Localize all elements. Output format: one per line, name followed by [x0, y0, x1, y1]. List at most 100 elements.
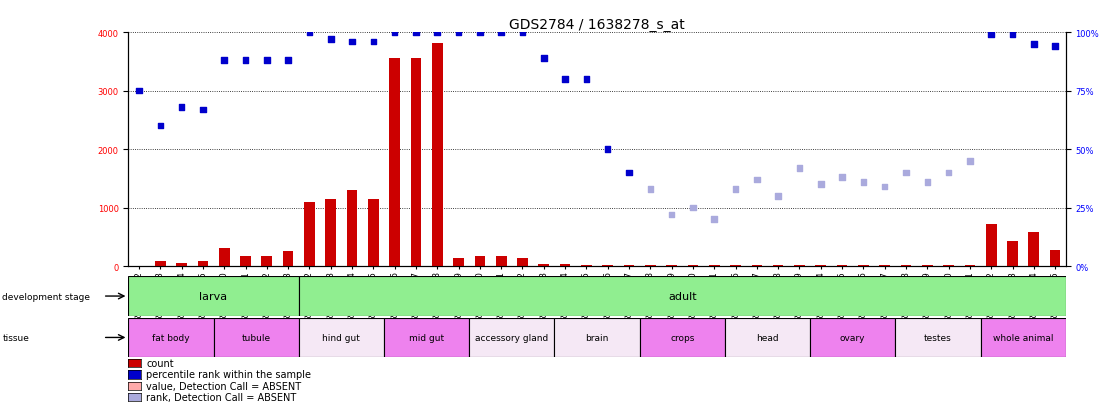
Point — [386, 30, 404, 36]
Bar — [555, 318, 639, 357]
Point — [300, 30, 318, 36]
Bar — [816, 265, 826, 266]
Point — [556, 76, 574, 83]
Point — [577, 76, 595, 83]
Point — [705, 216, 723, 223]
Point — [258, 58, 276, 64]
Text: fat body: fat body — [152, 333, 190, 342]
Point — [407, 30, 425, 36]
Bar — [299, 318, 384, 357]
Bar — [1050, 250, 1060, 266]
Bar — [347, 190, 357, 266]
Bar — [432, 43, 443, 266]
Bar — [922, 265, 933, 266]
Point — [1046, 44, 1064, 50]
Bar — [240, 256, 251, 266]
Bar — [326, 199, 336, 266]
Text: tubule: tubule — [241, 333, 271, 342]
Point — [450, 30, 468, 36]
Text: tissue: tissue — [2, 333, 29, 342]
Bar — [384, 318, 469, 357]
Point — [237, 58, 254, 64]
Text: development stage: development stage — [2, 292, 90, 301]
Text: value, Detection Call = ABSENT: value, Detection Call = ABSENT — [146, 381, 301, 391]
Bar — [624, 265, 634, 266]
Point — [343, 39, 360, 46]
Bar — [128, 318, 213, 357]
Bar — [772, 265, 783, 266]
Bar — [901, 265, 912, 266]
Bar — [496, 256, 507, 266]
Bar — [837, 265, 847, 266]
Point — [642, 186, 660, 193]
Bar — [795, 265, 805, 266]
Bar — [261, 256, 272, 266]
Bar — [155, 262, 165, 266]
Text: brain: brain — [586, 333, 608, 342]
Bar — [964, 265, 975, 266]
Point — [321, 37, 339, 43]
Bar — [943, 265, 954, 266]
Point — [599, 147, 617, 153]
Bar — [581, 265, 591, 266]
Bar — [645, 265, 656, 266]
Bar — [709, 265, 720, 266]
Bar — [128, 277, 299, 316]
Bar — [389, 59, 400, 266]
Bar — [282, 251, 294, 266]
Bar — [1029, 233, 1039, 266]
Point — [492, 30, 510, 36]
Point — [961, 158, 979, 165]
Point — [365, 39, 383, 46]
Point — [152, 123, 170, 130]
Point — [769, 193, 787, 200]
Bar — [730, 265, 741, 266]
Text: percentile rank within the sample: percentile rank within the sample — [146, 370, 311, 380]
Bar — [219, 249, 230, 266]
Point — [279, 58, 297, 64]
Bar — [751, 265, 762, 266]
Point — [684, 205, 702, 211]
Text: accessory gland: accessory gland — [475, 333, 548, 342]
Bar — [539, 264, 549, 266]
Bar — [879, 265, 891, 266]
Point — [513, 30, 531, 36]
Bar — [198, 261, 209, 266]
Point — [748, 177, 766, 183]
Point — [876, 184, 894, 190]
Bar — [176, 263, 187, 266]
Bar — [453, 258, 464, 266]
Point — [897, 170, 915, 176]
Bar — [1007, 241, 1018, 266]
Bar — [985, 224, 997, 266]
Bar — [213, 318, 299, 357]
Bar — [639, 318, 725, 357]
Point — [790, 165, 808, 172]
Text: count: count — [146, 358, 174, 368]
Point — [194, 107, 212, 113]
Bar — [603, 265, 613, 266]
Point — [982, 32, 1000, 39]
Bar — [368, 199, 378, 266]
Text: hind gut: hind gut — [323, 333, 360, 342]
Point — [215, 58, 233, 64]
Point — [918, 179, 936, 186]
Text: larva: larva — [200, 291, 228, 301]
Point — [131, 88, 148, 95]
Point — [811, 181, 829, 188]
Bar — [560, 264, 570, 266]
Point — [535, 55, 552, 62]
Point — [940, 170, 958, 176]
Text: head: head — [757, 333, 779, 342]
Bar — [474, 256, 485, 266]
Point — [471, 30, 489, 36]
Bar — [981, 318, 1066, 357]
Point — [855, 179, 873, 186]
Point — [1003, 32, 1021, 39]
Bar — [304, 202, 315, 266]
Bar — [411, 59, 421, 266]
Bar — [469, 318, 555, 357]
Text: rank, Detection Call = ABSENT: rank, Detection Call = ABSENT — [146, 392, 297, 402]
Bar — [895, 318, 981, 357]
Text: mid gut: mid gut — [410, 333, 444, 342]
